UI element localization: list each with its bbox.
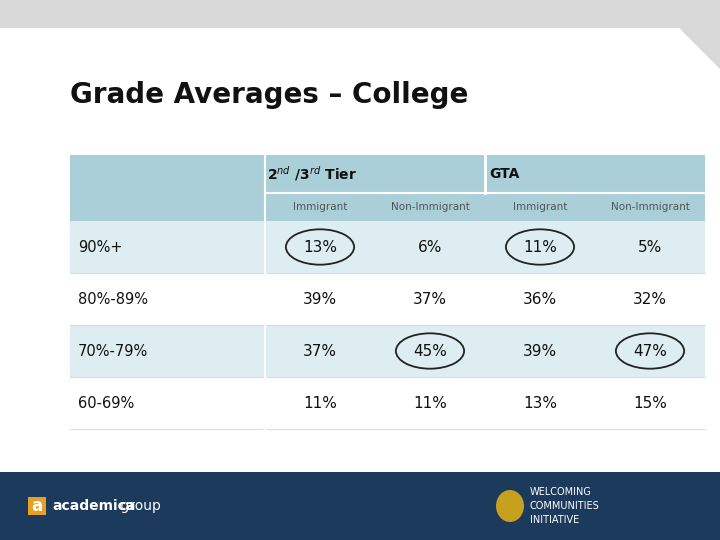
Text: 2$^{nd}$ /3$^{rd}$ Tier: 2$^{nd}$ /3$^{rd}$ Tier	[267, 165, 357, 184]
Text: 80%-89%: 80%-89%	[78, 292, 148, 307]
Text: Non-Immigrant: Non-Immigrant	[611, 202, 690, 212]
Text: 13%: 13%	[523, 395, 557, 410]
Text: WELCOMING: WELCOMING	[530, 488, 592, 497]
Bar	[70, 325, 705, 377]
Text: 13%: 13%	[303, 240, 337, 254]
Text: 32%: 32%	[633, 292, 667, 307]
Text: 37%: 37%	[303, 343, 337, 359]
Bar	[70, 155, 705, 193]
Text: 47%: 47%	[633, 343, 667, 359]
Bar	[0, 472, 720, 540]
FancyBboxPatch shape	[28, 497, 46, 515]
Text: a: a	[32, 497, 42, 515]
Text: 39%: 39%	[523, 343, 557, 359]
Text: group: group	[116, 499, 161, 513]
Bar	[70, 273, 705, 325]
Text: 11%: 11%	[523, 240, 557, 254]
Bar	[70, 193, 705, 221]
Text: 6%: 6%	[418, 240, 442, 254]
Text: 45%: 45%	[413, 343, 447, 359]
Bar	[0, 0, 720, 28]
Bar	[70, 221, 705, 273]
Text: 15%: 15%	[633, 395, 667, 410]
Text: COMMUNITIES: COMMUNITIES	[530, 501, 600, 511]
Ellipse shape	[496, 490, 524, 522]
Text: 11%: 11%	[413, 395, 447, 410]
Text: Grade Averages – College: Grade Averages – College	[70, 81, 469, 109]
Text: INITIATIVE: INITIATIVE	[530, 515, 580, 524]
Text: Non-Immigrant: Non-Immigrant	[390, 202, 469, 212]
Text: 70%-79%: 70%-79%	[78, 343, 148, 359]
Text: Immigrant: Immigrant	[293, 202, 347, 212]
Text: 36%: 36%	[523, 292, 557, 307]
Text: academica: academica	[52, 499, 135, 513]
Polygon shape	[680, 28, 720, 68]
Text: GTA: GTA	[489, 167, 519, 181]
Text: 11%: 11%	[303, 395, 337, 410]
Text: 90%+: 90%+	[78, 240, 122, 254]
Text: 37%: 37%	[413, 292, 447, 307]
Text: Immigrant: Immigrant	[513, 202, 567, 212]
Text: 5%: 5%	[638, 240, 662, 254]
Text: 39%: 39%	[303, 292, 337, 307]
Bar	[70, 377, 705, 429]
Text: 60-69%: 60-69%	[78, 395, 134, 410]
